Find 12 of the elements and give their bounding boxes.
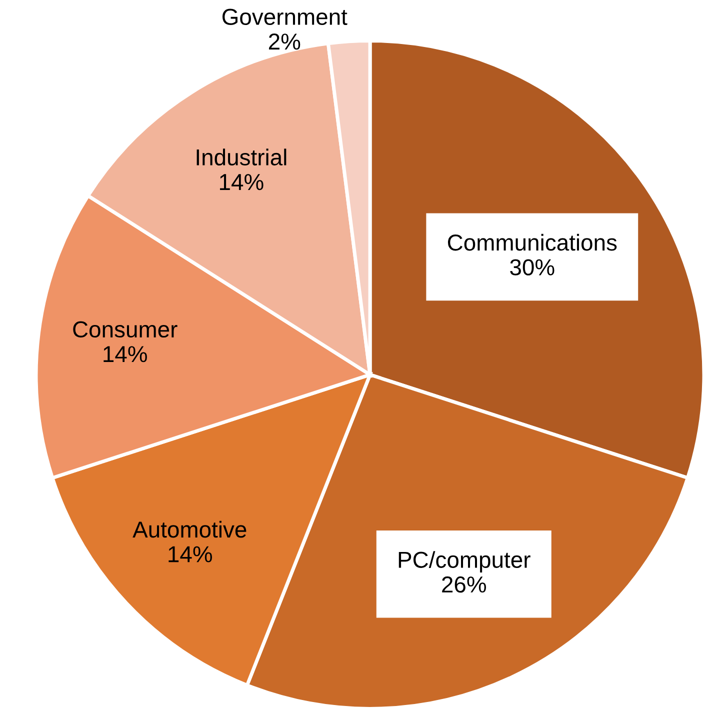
data-label: 14% xyxy=(104,346,147,362)
slice-label: Communications xyxy=(448,234,617,251)
data-label: 14% xyxy=(220,174,264,190)
slice-label: Government xyxy=(222,8,348,26)
slice-label: Industrial xyxy=(196,148,286,166)
slice-label: Automotive xyxy=(132,520,246,538)
data-label: 2% xyxy=(268,33,300,50)
data-label: 30% xyxy=(510,259,554,276)
slice-label: Consumer xyxy=(73,321,178,338)
slice-label: PC/computer xyxy=(398,551,530,572)
data-label: 14% xyxy=(168,546,212,562)
data-label: 26% xyxy=(442,576,486,593)
